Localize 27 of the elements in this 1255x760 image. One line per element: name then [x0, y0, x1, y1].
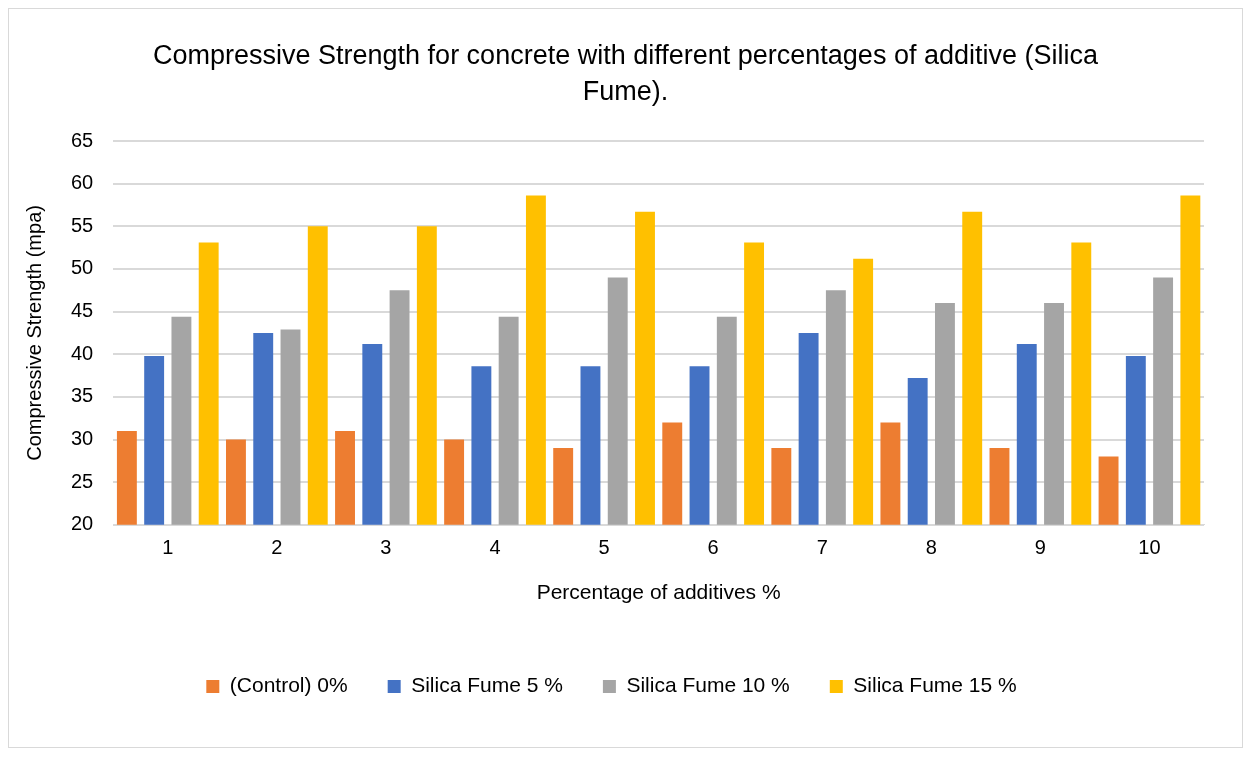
y-axis-title: Compressive Strength (mpa): [22, 205, 45, 461]
legend-label: Silica Fume 10 %: [626, 673, 790, 697]
y-tick-label: 40: [71, 341, 94, 364]
legend-label: Silica Fume 15 %: [853, 673, 1017, 697]
legend-label: (Control) 0%: [229, 673, 348, 697]
x-tick-label: 6: [707, 536, 719, 559]
x-tick-label: 4: [489, 536, 501, 559]
y-tick-label: 65: [71, 128, 94, 151]
legend-label: Silica Fume 5 %: [411, 673, 563, 697]
x-axis-title: Percentage of additives %: [536, 580, 781, 604]
y-tick-label: 30: [71, 427, 94, 450]
x-tick-label: 9: [1034, 536, 1046, 559]
x-tick-label: 10: [1138, 536, 1161, 559]
y-tick-label: 60: [71, 171, 94, 194]
chart-title: Compressive Strength for concrete with different percentages of additive (Silica Fume).: [152, 39, 1099, 108]
x-tick-label: 3: [380, 536, 392, 559]
x-tick-label: 2: [271, 536, 283, 559]
y-tick-label: 50: [71, 256, 94, 279]
x-tick-label: 8: [925, 536, 937, 559]
y-tick-label: 20: [71, 512, 94, 535]
y-tick-label: 55: [71, 213, 94, 236]
y-tick-label: 45: [71, 299, 94, 322]
x-tick-label: 1: [162, 536, 174, 559]
x-tick-label: 5: [598, 536, 610, 559]
y-tick-label: 35: [71, 384, 94, 407]
y-tick-label: 25: [71, 469, 94, 492]
x-tick-label: 7: [816, 536, 828, 559]
